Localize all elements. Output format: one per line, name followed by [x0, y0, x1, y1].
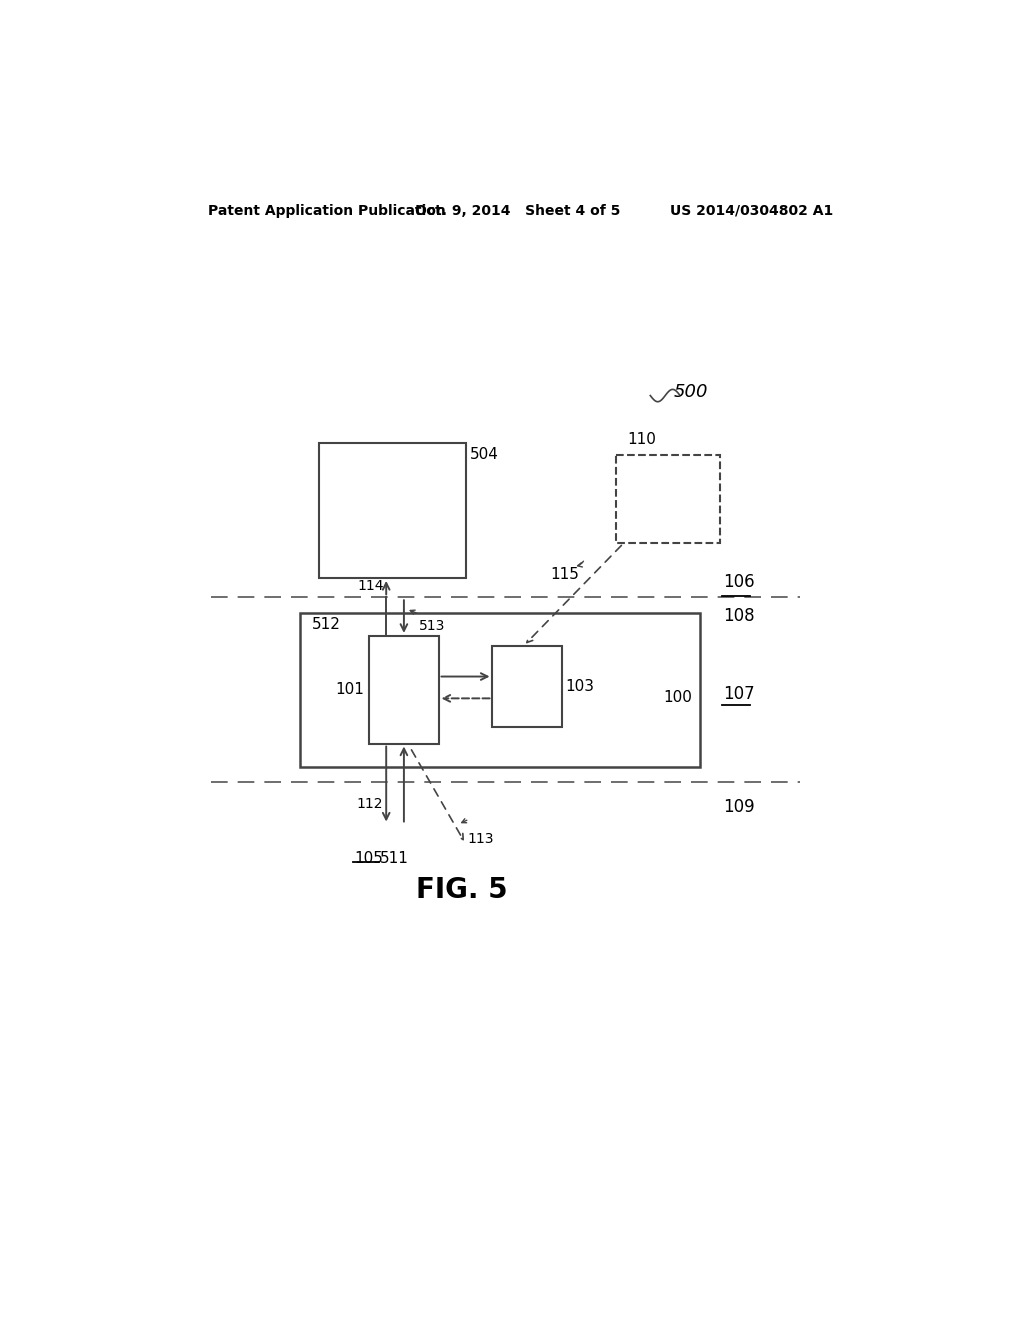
Text: US 2014/0304802 A1: US 2014/0304802 A1 — [670, 203, 833, 218]
Text: Patent Application Publication: Patent Application Publication — [208, 203, 445, 218]
Text: 107: 107 — [724, 685, 755, 702]
Text: 105: 105 — [354, 851, 383, 866]
Bar — [493, 645, 562, 726]
Text: 512: 512 — [311, 616, 340, 631]
Text: 100: 100 — [664, 690, 692, 705]
Text: 109: 109 — [724, 797, 755, 816]
Bar — [319, 444, 466, 578]
Text: 511: 511 — [380, 851, 409, 866]
Text: 112: 112 — [356, 797, 383, 812]
Text: 500: 500 — [674, 383, 708, 401]
Text: 113: 113 — [467, 832, 494, 846]
Text: Oct. 9, 2014   Sheet 4 of 5: Oct. 9, 2014 Sheet 4 of 5 — [416, 203, 621, 218]
Text: 108: 108 — [724, 607, 755, 624]
Text: 103: 103 — [565, 678, 595, 694]
Text: 513: 513 — [419, 619, 445, 632]
Text: 115: 115 — [550, 566, 580, 582]
Text: FIG. 5: FIG. 5 — [416, 876, 508, 904]
Bar — [370, 636, 438, 743]
Text: 504: 504 — [470, 447, 499, 462]
Bar — [615, 455, 720, 544]
Text: 114: 114 — [357, 579, 384, 594]
Text: 101: 101 — [336, 682, 365, 697]
Text: 110: 110 — [628, 432, 656, 447]
Text: 106: 106 — [724, 573, 755, 591]
Bar — [300, 612, 700, 767]
